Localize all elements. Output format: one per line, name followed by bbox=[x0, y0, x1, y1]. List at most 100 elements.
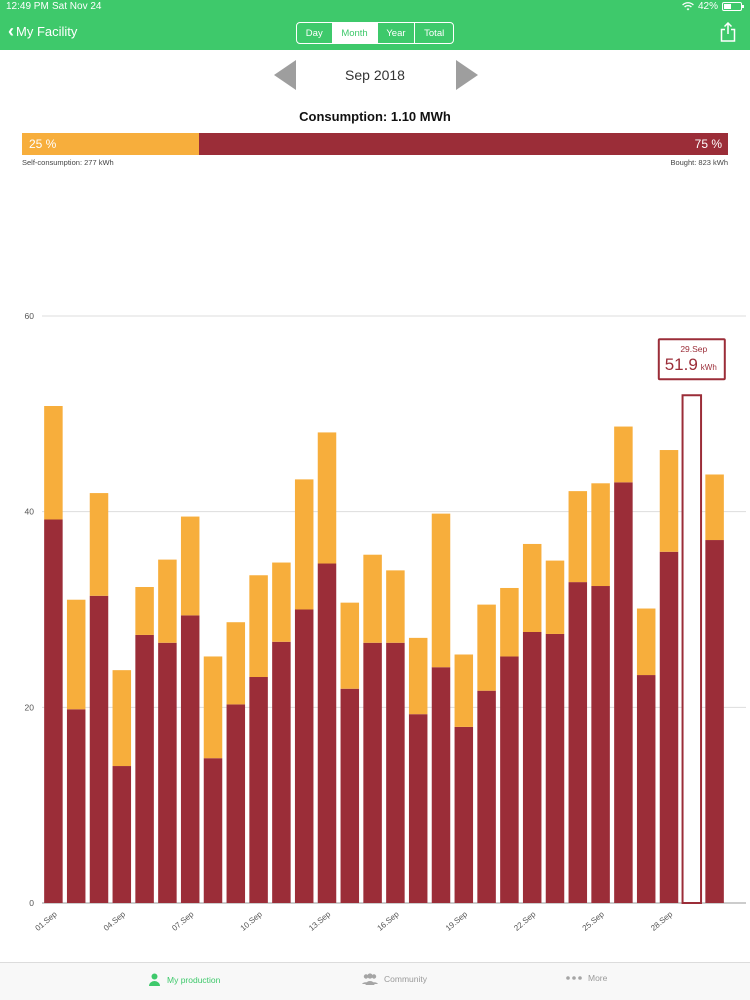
tab-my-production[interactable]: My production bbox=[148, 973, 220, 986]
battery-icon bbox=[722, 2, 744, 11]
person-icon bbox=[149, 973, 160, 986]
bar-bought[interactable] bbox=[545, 633, 565, 903]
tab-more[interactable]: More bbox=[566, 973, 607, 983]
bar-bought[interactable] bbox=[522, 632, 542, 903]
bar-self-consumption[interactable] bbox=[386, 570, 405, 643]
tab-month[interactable]: Month bbox=[332, 23, 378, 43]
x-tick-label: 04.Sep bbox=[102, 909, 128, 933]
wifi-icon bbox=[682, 2, 694, 11]
x-tick-label: 22.Sep bbox=[512, 909, 538, 933]
y-tick-label: 40 bbox=[25, 507, 35, 517]
bar-self-consumption[interactable] bbox=[636, 608, 656, 676]
bar-self-consumption[interactable] bbox=[112, 670, 132, 767]
x-tick-label: 01.Sep bbox=[33, 909, 59, 933]
self-consumption-label: Self-consumption: 277 kWh bbox=[22, 158, 114, 167]
month-navigator: Sep 2018 bbox=[0, 60, 750, 92]
back-button[interactable]: ‹ My Facility bbox=[8, 22, 77, 40]
bar-self-consumption[interactable] bbox=[705, 474, 724, 541]
tab-my-production-label: My production bbox=[167, 974, 221, 985]
bar-bought[interactable] bbox=[431, 667, 451, 903]
bar-bought[interactable] bbox=[568, 582, 588, 903]
bar-self-consumption[interactable] bbox=[408, 637, 428, 715]
bar-bought[interactable] bbox=[614, 482, 633, 903]
bar-bought[interactable] bbox=[340, 688, 360, 903]
x-tick-label: 13.Sep bbox=[307, 909, 333, 933]
bar-self-consumption[interactable] bbox=[363, 554, 382, 643]
bar-bought[interactable] bbox=[89, 595, 109, 903]
x-tick-label: 19.Sep bbox=[444, 909, 470, 933]
next-month-button[interactable] bbox=[456, 60, 478, 90]
bar-self-consumption[interactable] bbox=[272, 562, 291, 642]
bar-bought[interactable] bbox=[203, 758, 223, 903]
bar-bought[interactable] bbox=[363, 642, 382, 903]
bar-self-consumption[interactable] bbox=[226, 622, 246, 705]
bar-bought[interactable] bbox=[659, 551, 679, 903]
bar-self-consumption[interactable] bbox=[591, 483, 610, 587]
selected-bar[interactable] bbox=[681, 394, 703, 905]
status-right: 42% bbox=[682, 1, 744, 12]
share-icon[interactable] bbox=[720, 22, 736, 42]
daily-consumption-chart: 0 20 40 60 01.Sep 04.Sep 07.Sep 10.Sep 13.Sep 16.… bbox=[25, 311, 746, 933]
bar-bought[interactable] bbox=[135, 634, 154, 903]
x-tick-label: 25.Sep bbox=[581, 909, 607, 933]
tab-community-label: Community bbox=[384, 974, 427, 984]
x-tick-label: 07.Sep bbox=[170, 909, 196, 933]
bar-self-consumption[interactable] bbox=[66, 599, 86, 710]
bar-self-consumption[interactable] bbox=[659, 450, 679, 552]
bar-self-consumption[interactable] bbox=[340, 602, 360, 689]
bar-self-consumption[interactable] bbox=[545, 560, 565, 634]
bar-self-consumption[interactable] bbox=[614, 426, 633, 483]
tab-year[interactable]: Year bbox=[378, 23, 416, 43]
bar-self-consumption[interactable] bbox=[500, 587, 519, 657]
bar-self-consumption[interactable] bbox=[44, 406, 63, 520]
consumption-ratio-bar: 25 % 75 % bbox=[22, 133, 728, 155]
bar-bought[interactable] bbox=[44, 519, 63, 903]
tab-bar: My production Community More bbox=[0, 962, 750, 1000]
bought-segment: 75 % bbox=[198, 133, 728, 155]
bar-bought[interactable] bbox=[477, 690, 496, 903]
bar-self-consumption[interactable] bbox=[203, 656, 223, 759]
x-tick-label: 28.Sep bbox=[649, 909, 675, 933]
tab-total[interactable]: Total bbox=[424, 27, 445, 39]
tab-more-label: More bbox=[588, 973, 608, 983]
bar-bought[interactable] bbox=[454, 726, 474, 903]
bar-bought[interactable] bbox=[112, 766, 132, 903]
bar-self-consumption[interactable] bbox=[89, 493, 109, 596]
bar-bought[interactable] bbox=[180, 615, 200, 903]
tab-community[interactable]: Community bbox=[362, 973, 427, 985]
self-consumption-segment: 25 % bbox=[22, 133, 199, 155]
bar-self-consumption[interactable] bbox=[249, 575, 268, 678]
bar-bought[interactable] bbox=[500, 656, 519, 903]
bar-bought[interactable] bbox=[636, 675, 656, 903]
bar-bought[interactable] bbox=[408, 714, 428, 903]
tooltip-box bbox=[657, 338, 726, 381]
bar-self-consumption[interactable] bbox=[180, 516, 200, 616]
bar-bought[interactable] bbox=[294, 609, 314, 904]
bar-self-consumption[interactable] bbox=[477, 604, 496, 691]
bar-bought[interactable] bbox=[226, 704, 246, 903]
previous-month-button[interactable] bbox=[274, 60, 296, 90]
bar-self-consumption[interactable] bbox=[454, 654, 474, 727]
bar-bought[interactable] bbox=[705, 540, 724, 903]
bar-self-consumption[interactable] bbox=[158, 559, 177, 643]
bar-self-consumption[interactable] bbox=[568, 491, 588, 583]
bar-bought[interactable] bbox=[591, 586, 610, 903]
battery-fill bbox=[724, 4, 731, 9]
y-tick-label: 20 bbox=[25, 702, 35, 712]
bar-self-consumption[interactable] bbox=[294, 479, 314, 610]
bar-self-consumption[interactable] bbox=[522, 543, 542, 633]
consumption-total: Consumption: 1.10 MWh bbox=[299, 109, 451, 124]
bar-self-consumption[interactable] bbox=[135, 586, 154, 635]
bar-bought[interactable] bbox=[272, 641, 291, 903]
bar-bought[interactable] bbox=[158, 642, 177, 903]
bar-bought[interactable] bbox=[249, 677, 268, 903]
bar-bought[interactable] bbox=[66, 709, 86, 903]
bar-bought[interactable] bbox=[386, 642, 405, 903]
tooltip-unit: kWh bbox=[701, 363, 717, 372]
status-bar: 12:49 PM Sat Nov 24 42% bbox=[0, 0, 750, 14]
bar-self-consumption[interactable] bbox=[317, 432, 337, 564]
bar-bought[interactable] bbox=[317, 563, 337, 903]
more-icon bbox=[566, 976, 582, 980]
bar-self-consumption[interactable] bbox=[431, 513, 451, 668]
tab-day[interactable]: Day bbox=[297, 23, 333, 43]
